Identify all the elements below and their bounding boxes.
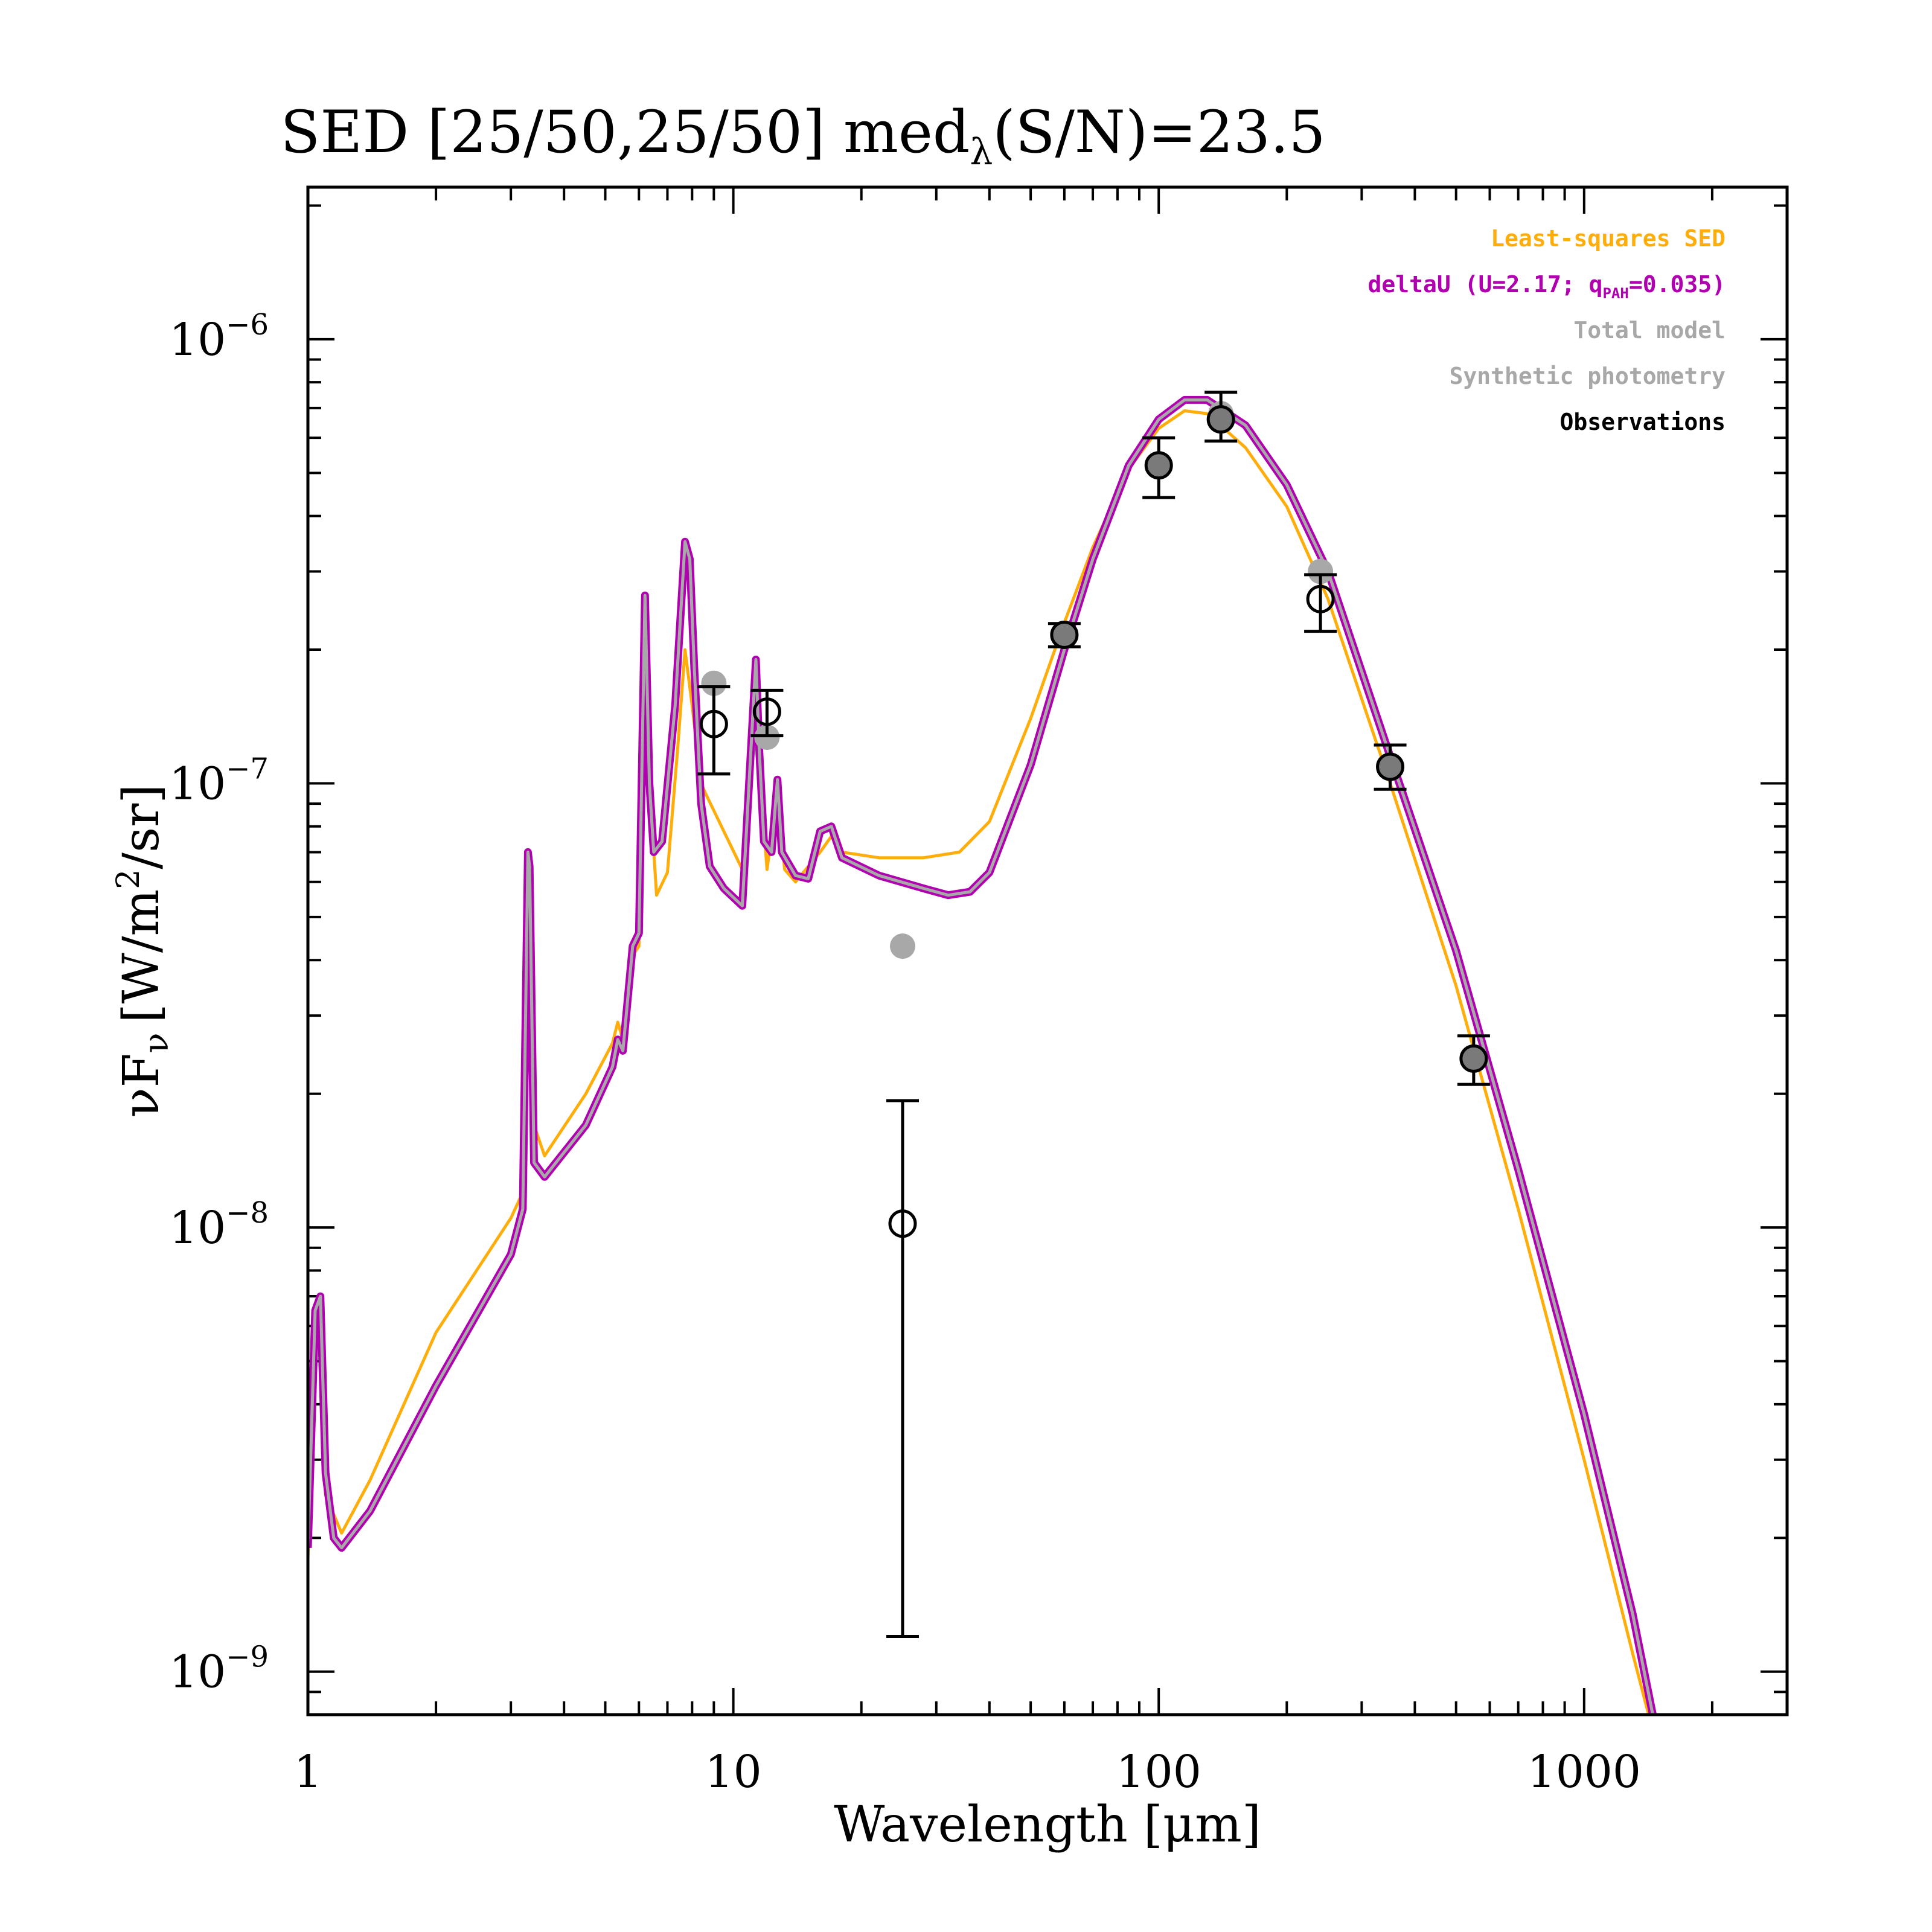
y-tick-label: 10−9 bbox=[169, 1640, 269, 1698]
x-axis-label: Wavelength [μm] bbox=[834, 1796, 1261, 1854]
observation-point bbox=[1144, 451, 1173, 480]
legend-synthetic-photometry: Synthetic photometry bbox=[1449, 363, 1726, 389]
synthetic-photometry-point bbox=[754, 724, 780, 750]
x-tick-label: 1000 bbox=[1527, 1746, 1641, 1798]
x-tick-labels: 1 10 100 1000 bbox=[293, 1746, 1641, 1798]
y-axis-label: νFν[W/m2/sr] bbox=[110, 784, 176, 1118]
legend-total-model: Total model bbox=[1573, 317, 1726, 344]
observation-point bbox=[752, 697, 781, 726]
chart-title: SED [25/50,25/50] medλ(S/N)=23.5 bbox=[280, 98, 1325, 173]
axis-ticks bbox=[307, 187, 1788, 1716]
legend-deltau: deltaU (U=2.17; qPAH=0.035) bbox=[1368, 271, 1726, 302]
observation-point bbox=[1459, 1044, 1488, 1073]
legend-least-squares: Least-squares SED bbox=[1491, 225, 1726, 252]
total-model-line bbox=[308, 398, 1655, 1715]
legend-observations: Observations bbox=[1559, 409, 1726, 435]
observation-point bbox=[699, 709, 728, 738]
y-tick-labels: 10−9 10−8 10−7 10−6 bbox=[169, 308, 269, 1698]
x-tick-label: 100 bbox=[1116, 1746, 1201, 1798]
observation-points bbox=[697, 391, 1490, 1638]
synthetic-photometry-point bbox=[1308, 558, 1334, 584]
observation-point bbox=[888, 1209, 917, 1238]
observation-point bbox=[1050, 620, 1079, 649]
x-tick-label: 1 bbox=[293, 1746, 322, 1798]
observation-point bbox=[1376, 752, 1405, 781]
legend: Least-squares SED deltaU (U=2.17; qPAH=0… bbox=[1368, 225, 1726, 435]
y-tick-label: 10−6 bbox=[169, 308, 269, 366]
plot-frame bbox=[306, 185, 1789, 1716]
observation-point bbox=[1306, 584, 1335, 613]
y-tick-label: 10−7 bbox=[169, 752, 269, 810]
observation-point bbox=[1206, 405, 1235, 434]
synthetic-photometry-point bbox=[701, 670, 727, 696]
y-tick-label: 10−8 bbox=[169, 1196, 269, 1254]
x-tick-label: 10 bbox=[705, 1746, 762, 1798]
model-curves bbox=[308, 395, 1657, 1715]
synthetic-photometry-point bbox=[889, 933, 915, 959]
